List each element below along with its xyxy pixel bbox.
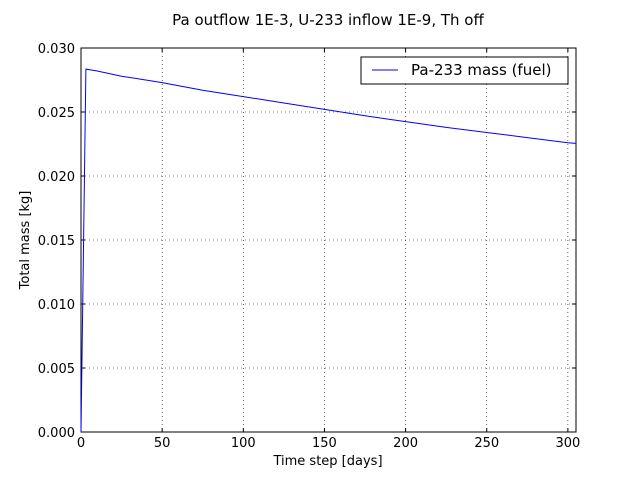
legend-label: Pa-233 mass (fuel) <box>411 61 551 79</box>
x-tick-label: 100 <box>231 436 256 451</box>
series-group <box>80 68 577 433</box>
axis-tick-labels: 0 50 100 150 200 250 300 0.000 0.005 0.010 0.015 0.… <box>38 42 581 451</box>
series-line <box>80 68 577 433</box>
y-tick-label: 0.030 <box>38 42 75 57</box>
axis-ticks <box>80 47 576 433</box>
legend: Pa-233 mass (fuel) <box>360 56 569 85</box>
x-tick-label: 200 <box>393 436 418 451</box>
y-tick-label: 0.000 <box>38 426 75 441</box>
x-tick-label: 250 <box>474 436 499 451</box>
x-axis-label: Time step [days] <box>272 454 382 469</box>
x-tick-label: 300 <box>555 436 580 451</box>
y-tick-label: 0.020 <box>38 170 75 185</box>
x-tick-label: 150 <box>312 436 337 451</box>
grid-lines <box>81 48 576 432</box>
chart-title: Pa outflow 1E-3, U-233 inflow 1E-9, Th o… <box>172 11 484 29</box>
x-tick-label: 50 <box>154 436 171 451</box>
y-tick-label: 0.015 <box>38 234 75 249</box>
y-axis-label: Total mass [kg] <box>18 191 33 291</box>
x-tick-label: 0 <box>77 436 85 451</box>
y-tick-label: 0.010 <box>38 298 75 313</box>
y-tick-label: 0.025 <box>38 106 75 121</box>
y-tick-label: 0.005 <box>38 362 75 377</box>
